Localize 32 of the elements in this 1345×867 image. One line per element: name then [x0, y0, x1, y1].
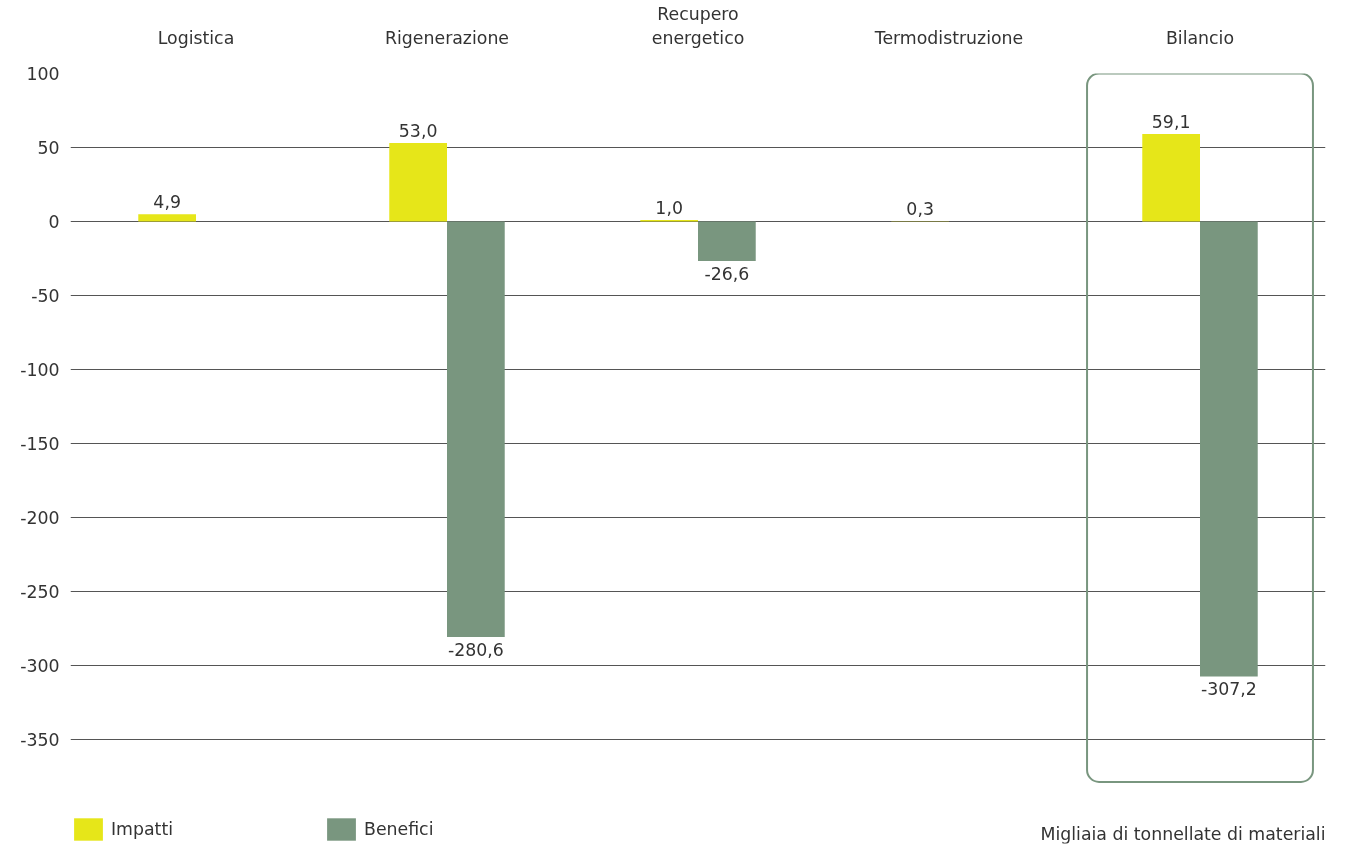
bar: [1142, 134, 1200, 222]
y-tick-label: -250: [20, 582, 60, 603]
data-label: 59,1: [1151, 112, 1191, 133]
data-label: -26,6: [704, 263, 750, 284]
x-tick-label: Logistica: [157, 27, 235, 48]
bar: [138, 214, 196, 222]
legend-label: Benefici: [364, 819, 434, 839]
data-label: 1,0: [655, 198, 683, 219]
y-tick-label: -150: [20, 434, 60, 455]
y-tick-label: -350: [20, 730, 60, 751]
data-label: 4,9: [153, 192, 181, 213]
bar: [1200, 221, 1258, 677]
y-tick-label: 0: [48, 212, 60, 233]
data-label: 53,0: [398, 121, 438, 142]
bar: [698, 221, 756, 261]
annotation: Migliaia di tonnellate di materiali: [1040, 823, 1326, 844]
x-tick-label: Bilancio: [1165, 27, 1235, 48]
y-tick-label: 50: [37, 138, 60, 159]
y-tick-label: -300: [20, 656, 60, 677]
x-tick-label: Recupero energetico: [651, 3, 745, 48]
y-tick-label: -50: [31, 286, 60, 307]
bar: [389, 143, 447, 222]
data-label: -307,2: [1200, 679, 1257, 700]
y-tick-label: -200: [20, 508, 60, 529]
y-tick-label: 100: [26, 64, 60, 84]
data-label: -280,6: [447, 640, 504, 661]
x-tick-label: Termodistruzione: [873, 27, 1024, 48]
legend-label: Impatti: [111, 819, 174, 839]
data-label: 0,3: [906, 199, 934, 220]
bar: [447, 221, 505, 638]
y-tick-label: -100: [20, 360, 60, 381]
x-tick-label: Rigenerazione: [384, 27, 510, 48]
